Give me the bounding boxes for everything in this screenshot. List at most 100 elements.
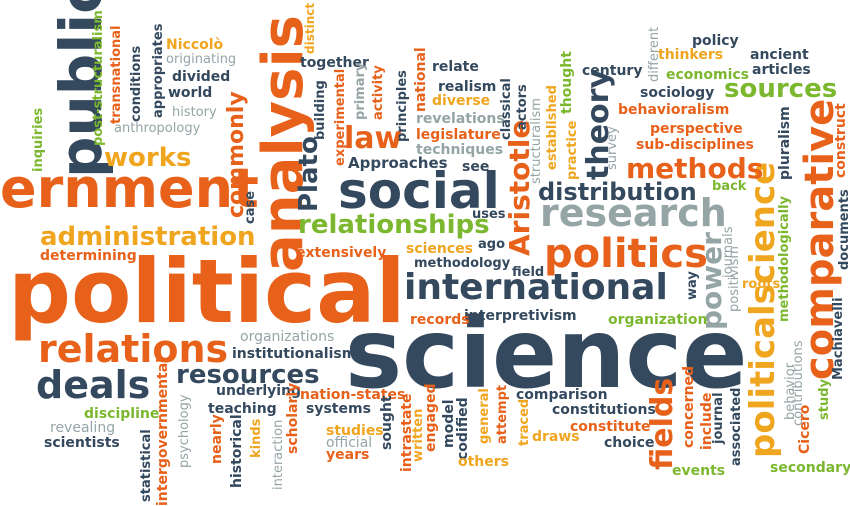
word-teaching: teaching	[208, 401, 277, 417]
word-comparison: comparison	[516, 387, 608, 403]
word-survey: survey	[605, 126, 620, 170]
word-years: years	[326, 447, 370, 463]
word-intergovernmental: intergovernmental	[155, 358, 171, 506]
word-see: see	[462, 159, 490, 175]
word-classical: classical	[499, 78, 514, 140]
word-law: law	[344, 121, 403, 156]
word-sought: sought	[379, 395, 395, 450]
word-perspective: perspective	[650, 121, 743, 137]
word-positivism: positivism	[727, 245, 742, 312]
word-general: general	[477, 388, 492, 444]
word-different: different	[647, 26, 662, 82]
word-together: together	[300, 55, 369, 71]
word-experimental: experimental	[333, 68, 348, 166]
word-building: building	[313, 80, 328, 140]
word-established: established	[545, 85, 560, 170]
word-inquiries: inquiries	[31, 107, 46, 172]
word-economics: economics	[666, 67, 750, 83]
word-ancient: ancient	[750, 47, 809, 63]
word-attempt: attempt	[495, 384, 510, 444]
word-thinkers: thinkers	[658, 47, 724, 63]
word-pluralism: pluralism	[777, 106, 793, 180]
word-determining: determining	[40, 248, 137, 264]
word-politics: politics	[544, 231, 708, 277]
word-underlying: underlying	[216, 383, 302, 399]
word-fields: fields	[645, 377, 680, 470]
word-traced: traced	[517, 398, 532, 446]
word-sciences: sciences	[406, 241, 474, 257]
word-ernment: ernment	[0, 157, 259, 220]
word-sources: sources	[724, 74, 838, 104]
word-primary: primary	[353, 62, 368, 120]
word-organization: organization	[608, 312, 708, 328]
word-international: international	[404, 267, 668, 308]
word-extensively: extensively	[296, 245, 387, 261]
word-politicalscience-vertical: politicalscience	[743, 161, 783, 458]
word-uses: uses	[472, 207, 506, 222]
word-administration: administration	[40, 222, 256, 252]
word-deals: deals	[36, 363, 151, 407]
word-legislature: legislature	[416, 127, 501, 143]
word-records: records	[410, 312, 470, 328]
word-appropriates: appropriates	[151, 23, 166, 118]
word-behavioralism: behavioralism	[618, 102, 730, 118]
word-systems: systems	[306, 401, 371, 417]
word-draws: draws	[532, 429, 580, 445]
word-revealing: revealing	[50, 420, 116, 436]
word-plato: Plato	[294, 136, 324, 212]
word-divided: divided	[172, 69, 231, 85]
word-social: social	[338, 162, 500, 220]
word-secondary: secondary	[770, 460, 850, 476]
word-relations: relations	[38, 327, 229, 371]
word-relationships: relationships	[298, 210, 490, 240]
word-events: events	[672, 463, 726, 479]
word-works: works	[104, 143, 192, 173]
word-case: case	[243, 190, 258, 224]
word-principles: principles	[395, 70, 410, 142]
word-distribution: distribution	[538, 178, 697, 206]
word-others: others	[458, 454, 510, 470]
word-century: century	[582, 63, 643, 79]
word-actors: actors	[515, 84, 530, 130]
word-national: national	[413, 47, 429, 112]
word-thought: thought	[559, 51, 575, 114]
word-interpretivism: interpretivism	[464, 308, 577, 324]
word-roots: roots	[742, 277, 781, 292]
word-model: model	[441, 399, 457, 448]
word-nation-states: nation-states	[300, 387, 406, 403]
word-concerned: concerned	[681, 365, 697, 448]
word-policy: policy	[692, 33, 739, 49]
word-practice: practice	[565, 120, 580, 180]
word-science: science	[345, 298, 748, 410]
word-scientists: scientists	[44, 435, 120, 451]
word-nearly: nearly	[209, 414, 225, 464]
word-methodologically: methodologically	[777, 195, 792, 322]
word-world: world	[168, 85, 213, 101]
word-approaches: Approaches	[348, 154, 448, 172]
word-transnational: transnational	[109, 25, 124, 124]
word-resources: resources	[176, 360, 320, 390]
word-diverse: diverse	[432, 93, 491, 109]
word-historical: historical	[229, 414, 245, 488]
word-study: study	[817, 379, 832, 420]
word-kinds: kinds	[249, 418, 264, 458]
word-post-structuralism: post-structuralism	[91, 10, 106, 146]
word-constitute: constitute	[570, 419, 651, 435]
word-relate: relate	[432, 59, 479, 75]
word-scholarly: scholarly	[285, 382, 301, 454]
word-research: research	[540, 191, 727, 235]
word-organizations: organizations	[240, 329, 335, 345]
word-institutionalism: institutionalism	[232, 346, 357, 362]
word-sub-disciplines: sub-disciplines	[636, 137, 754, 153]
word-realism: realism	[438, 79, 497, 95]
word-codified: codified	[455, 397, 471, 460]
word-techniques: techniques	[416, 142, 504, 158]
word-associated: associated	[729, 387, 744, 466]
word-activity: activity	[371, 65, 386, 120]
word-methods: methods	[626, 152, 764, 185]
word-journal: journal	[711, 392, 726, 444]
word-statistical: statistical	[139, 429, 154, 502]
word-cicero: Cicero	[797, 404, 813, 454]
word-originating: originating	[166, 52, 237, 67]
